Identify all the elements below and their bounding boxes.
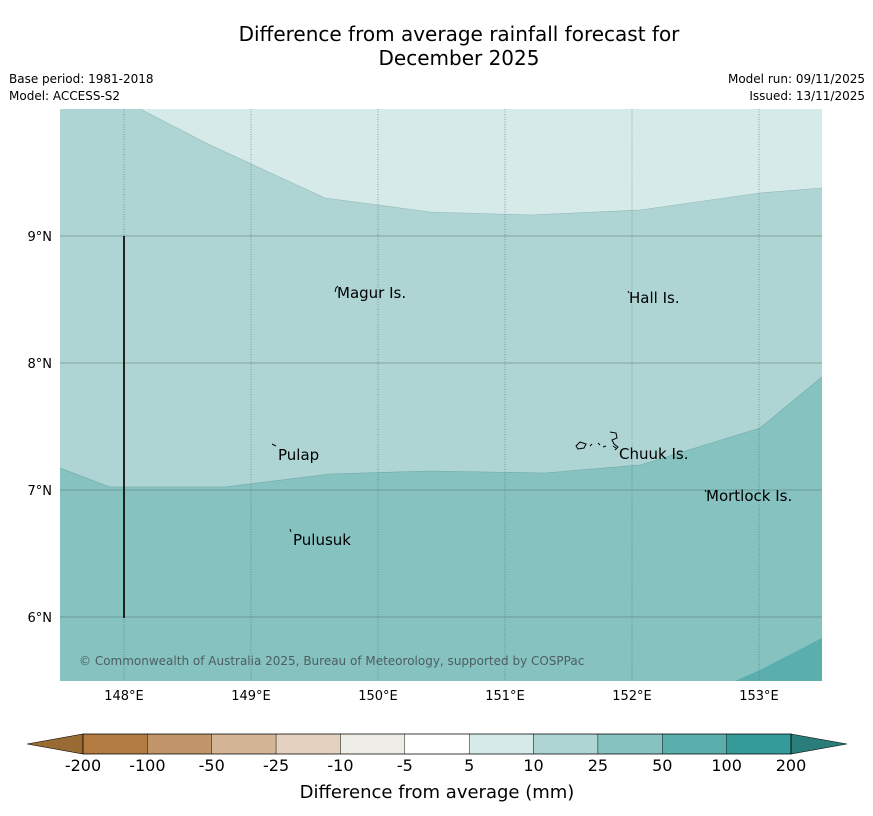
model-name: Model: ACCESS-S2 [9, 89, 121, 103]
legend-bin [533, 733, 599, 755]
lon-label-151e: 151°E [485, 689, 525, 704]
legend-tick-label: -100 [129, 756, 165, 775]
legend-tick-label: 200 [776, 756, 807, 775]
lon-label-153e: 153°E [739, 689, 779, 704]
legend-bin [726, 733, 792, 755]
legend-bin [404, 733, 470, 755]
legend-bin [275, 733, 341, 755]
legend-bin [662, 733, 727, 755]
place-label-chuuk: Chuuk Is. [619, 445, 688, 463]
rain-band-5-10 [140, 109, 822, 215]
base-period: Base period: 1981-2018 [9, 72, 154, 86]
legend-tick-label: -10 [327, 756, 353, 775]
latitude-labels: 9°N 8°N 7°N 6°N [28, 230, 53, 626]
legend-tick-label: 100 [711, 756, 742, 775]
rain-band-25-50 [60, 377, 822, 681]
lat-label-6n: 6°N [28, 611, 53, 626]
islands [271, 285, 707, 533]
legend-tick-label: -5 [397, 756, 413, 775]
legend-overflow-arrow [790, 733, 848, 755]
island-magur [334, 285, 339, 293]
model-run: Model run: 09/11/2025 [727, 72, 865, 86]
color-legend: -200 -100 -50 -25 -10 -5 5 10 25 50 100 200 Differe… [26, 733, 848, 803]
meta-right: Model run: 09/11/2025 Issued: 13/11/2025 [728, 71, 865, 105]
map-area: Magur Is. Hall Is. Pulap Chuuk Is. Mortl… [60, 109, 822, 681]
place-label-pulap: Pulap [278, 446, 319, 464]
legend-bin [82, 733, 148, 755]
island-hall [627, 290, 630, 294]
legend-tick-label: 25 [588, 756, 608, 775]
lon-label-152e: 152°E [612, 689, 652, 704]
lat-label-7n: 7°N [28, 484, 53, 499]
lat-label-9n: 9°N [28, 230, 53, 245]
legend-tick-labels: -200 -100 -50 -25 -10 -5 5 10 25 50 100 200 [65, 756, 806, 775]
place-label-magur: Magur Is. [337, 284, 406, 302]
legend-bin [147, 733, 212, 755]
title-line-1: Difference from average rainfall forecas… [238, 22, 680, 46]
parallel-lines [60, 235, 822, 618]
legend-bin [468, 733, 534, 755]
longitude-labels: 148°E 149°E 150°E 151°E 152°E 153°E [104, 689, 779, 704]
legend-bin [340, 733, 406, 755]
lat-label-8n: 8°N [28, 357, 53, 372]
meta-left: Base period: 1981-2018 Model: ACCESS-S2 [9, 71, 154, 105]
legend-title: Difference from average (mm) [300, 782, 575, 803]
legend-tick-label: 50 [652, 756, 672, 775]
legend-tick-label: -25 [263, 756, 289, 775]
legend-bins [82, 733, 792, 755]
map-title: Difference from average rainfall forecas… [0, 22, 873, 70]
island-pulusuk [289, 528, 292, 533]
issued-date: Issued: 13/11/2025 [749, 89, 865, 103]
place-label-hall: Hall Is. [629, 289, 680, 307]
legend-tick-label: 10 [523, 756, 543, 775]
lon-label-148e: 148°E [104, 689, 144, 704]
legend-frame [82, 733, 792, 755]
legend-tick-label: 5 [464, 756, 474, 775]
legend-tick-label: -50 [199, 756, 225, 775]
rain-band-50-100 [735, 638, 822, 681]
lon-label-149e: 149°E [231, 689, 271, 704]
island-mortlock [704, 489, 707, 493]
contour-line-25 [60, 376, 822, 488]
island-pulap [271, 443, 277, 447]
lon-label-150e: 150°E [358, 689, 398, 704]
legend-underflow-arrow [26, 733, 84, 755]
copyright-notice: © Commonwealth of Australia 2025, Bureau… [79, 654, 584, 668]
place-labels: Magur Is. Hall Is. Pulap Chuuk Is. Mortl… [278, 284, 792, 549]
legend-bin [211, 733, 277, 755]
legend-bin [597, 733, 663, 755]
title-line-2: December 2025 [378, 46, 540, 70]
contour-line-10 [139, 109, 822, 216]
legend-tick-label: -200 [65, 756, 101, 775]
place-label-pulusuk: Pulusuk [293, 531, 351, 549]
island-chuuk [575, 431, 619, 451]
place-label-mortlock: Mortlock Is. [706, 487, 792, 505]
